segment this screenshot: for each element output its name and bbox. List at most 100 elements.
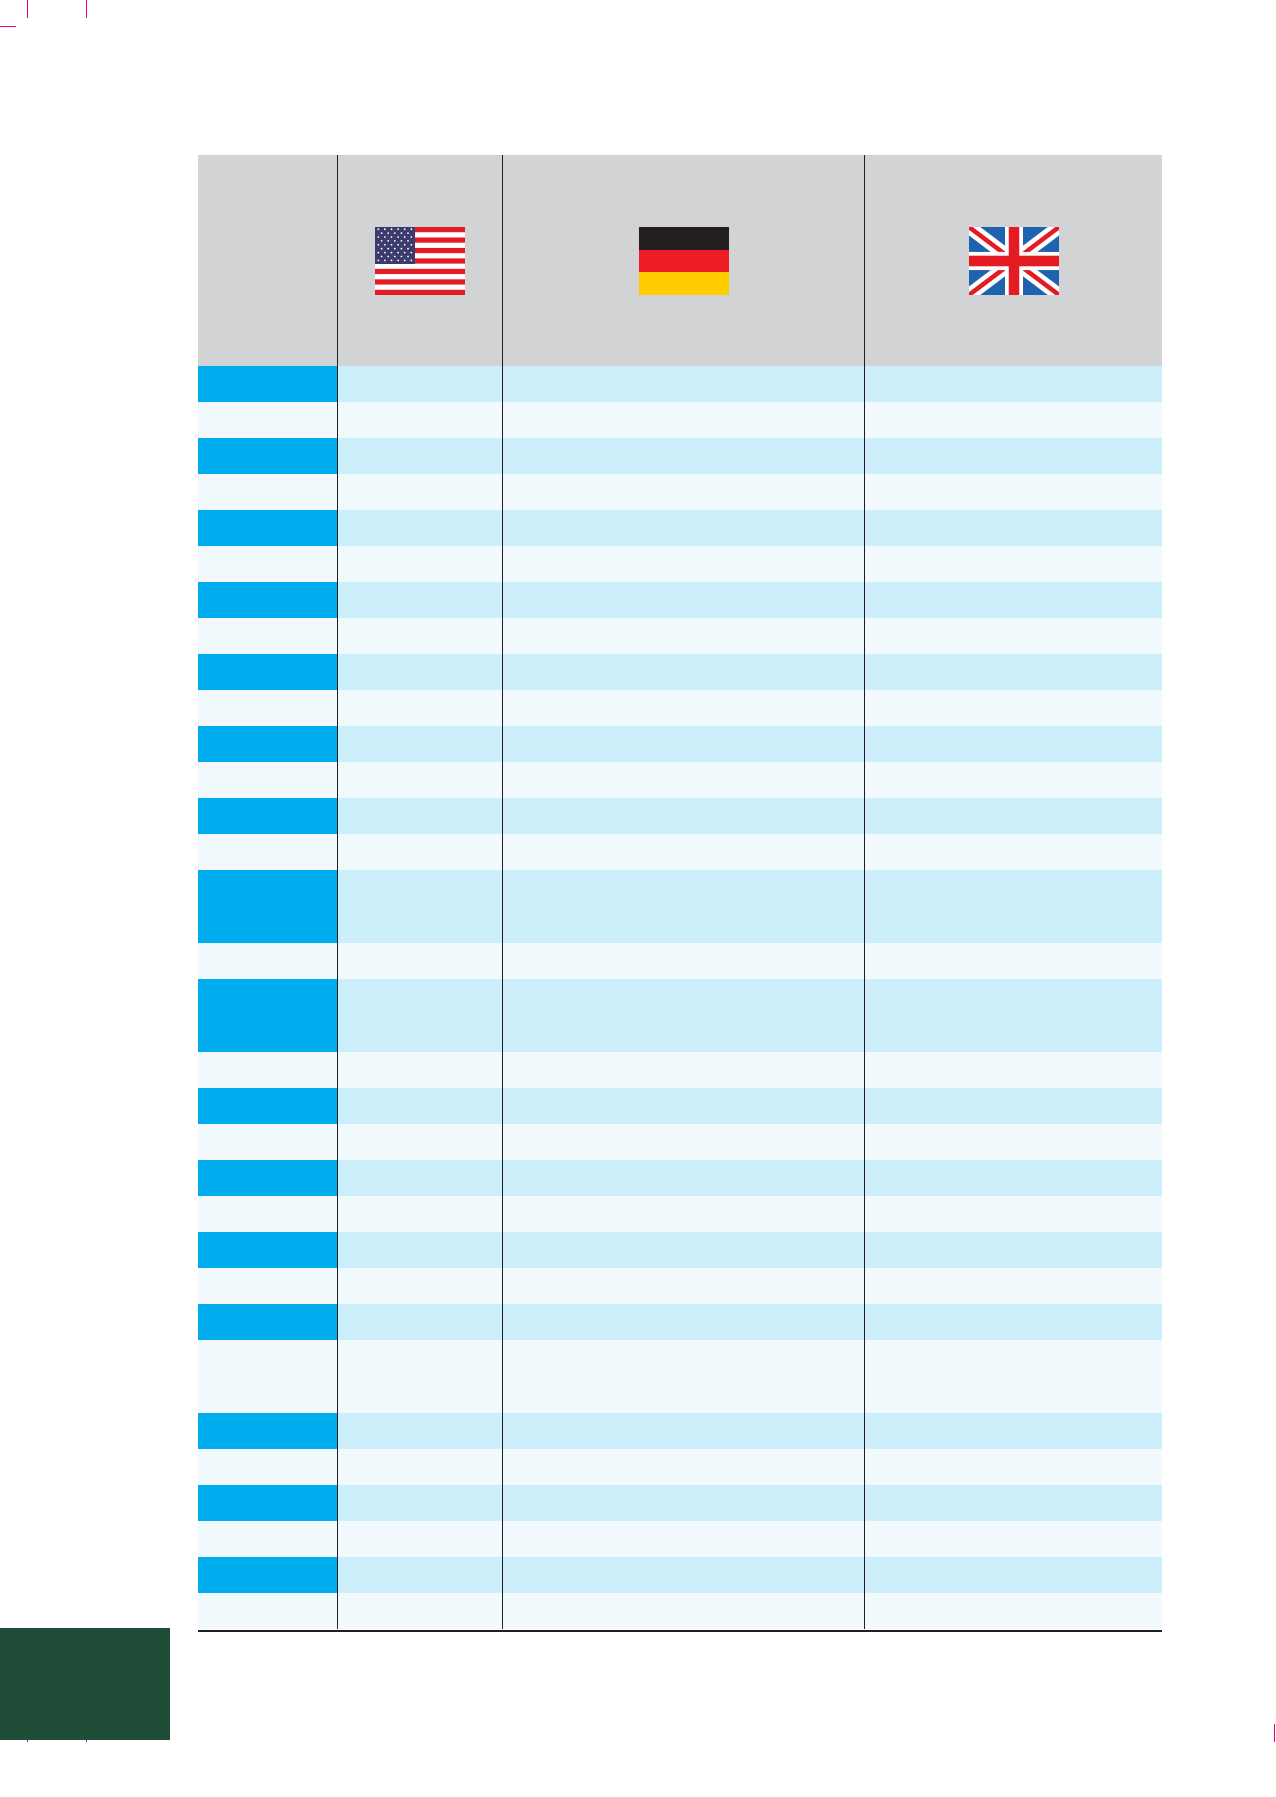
germany-cell <box>502 1124 864 1160</box>
uk-cell <box>864 1196 1162 1232</box>
uk-cell <box>864 402 1162 438</box>
germany-cell <box>502 1449 864 1485</box>
uk-cell <box>864 1232 1162 1268</box>
germany-cell <box>502 438 864 474</box>
row-label-cell <box>198 1196 337 1232</box>
uk-cell <box>864 1304 1162 1340</box>
germany-cell <box>502 1521 864 1557</box>
table-row <box>198 1593 1162 1629</box>
germany-cell <box>502 618 864 654</box>
usa-cell <box>337 798 502 834</box>
usa-cell <box>337 1340 502 1413</box>
table-row <box>198 582 1162 618</box>
usa-cell <box>337 654 502 690</box>
row-label-cell <box>198 1593 337 1629</box>
row-label-cell <box>198 690 337 726</box>
row-label-cell <box>198 979 337 1052</box>
germany-cell <box>502 510 864 546</box>
row-label-cell <box>198 834 337 870</box>
crop-mark <box>1274 1724 1275 1742</box>
usa-flag-icon <box>375 226 465 295</box>
table-row <box>198 474 1162 510</box>
germany-cell <box>502 1088 864 1124</box>
row-label-cell <box>198 1124 337 1160</box>
germany-cell <box>502 1557 864 1593</box>
usa-cell <box>337 690 502 726</box>
usa-cell <box>337 618 502 654</box>
table-row <box>198 618 1162 654</box>
usa-cell <box>337 762 502 798</box>
uk-cell <box>864 1340 1162 1413</box>
header-empty-cell <box>198 155 337 366</box>
uk-cell <box>864 438 1162 474</box>
germany-cell <box>502 582 864 618</box>
table-row <box>198 366 1162 402</box>
germany-cell <box>502 798 864 834</box>
uk-cell <box>864 546 1162 582</box>
table-row <box>198 1449 1162 1485</box>
usa-cell <box>337 402 502 438</box>
usa-cell <box>337 1304 502 1340</box>
row-label-cell <box>198 654 337 690</box>
crop-mark <box>86 0 87 18</box>
table-row <box>198 1557 1162 1593</box>
uk-cell <box>864 618 1162 654</box>
uk-cell <box>864 366 1162 402</box>
usa-cell <box>337 726 502 762</box>
table-row <box>198 690 1162 726</box>
germany-cell <box>502 690 864 726</box>
germany-cell <box>502 1304 864 1340</box>
row-label-cell <box>198 618 337 654</box>
table-row <box>198 654 1162 690</box>
table-row <box>198 943 1162 979</box>
header-uk <box>864 155 1162 366</box>
usa-cell <box>337 1557 502 1593</box>
germany-cell <box>502 726 864 762</box>
uk-cell <box>864 1593 1162 1629</box>
table-bottom-rule <box>198 1630 1162 1632</box>
uk-cell <box>864 510 1162 546</box>
table-body <box>198 366 1162 1629</box>
uk-cell <box>864 1521 1162 1557</box>
table-row <box>198 1052 1162 1088</box>
germany-cell <box>502 474 864 510</box>
uk-cell <box>864 834 1162 870</box>
uk-cell <box>864 762 1162 798</box>
uk-cell <box>864 474 1162 510</box>
usa-cell <box>337 582 502 618</box>
uk-cell <box>864 1557 1162 1593</box>
germany-cell <box>502 546 864 582</box>
row-label-cell <box>198 798 337 834</box>
row-label-cell <box>198 546 337 582</box>
usa-cell <box>337 1196 502 1232</box>
row-label-cell <box>198 870 337 943</box>
usa-cell <box>337 1593 502 1629</box>
row-label-cell <box>198 402 337 438</box>
comparison-table <box>198 155 1162 1629</box>
germany-cell <box>502 870 864 943</box>
usa-cell <box>337 1052 502 1088</box>
row-label-cell <box>198 510 337 546</box>
table-row <box>198 510 1162 546</box>
table-header <box>198 155 1162 366</box>
uk-cell <box>864 1268 1162 1304</box>
uk-cell <box>864 726 1162 762</box>
uk-cell <box>864 1160 1162 1196</box>
table-row <box>198 546 1162 582</box>
uk-cell <box>864 1485 1162 1521</box>
row-label-cell <box>198 1449 337 1485</box>
table-row <box>198 1196 1162 1232</box>
table-row <box>198 1485 1162 1521</box>
usa-cell <box>337 1160 502 1196</box>
usa-cell <box>337 474 502 510</box>
row-label-cell <box>198 1052 337 1088</box>
row-label-cell <box>198 1268 337 1304</box>
uk-cell <box>864 1088 1162 1124</box>
table-row <box>198 1340 1162 1413</box>
germany-cell <box>502 1593 864 1629</box>
table-row <box>198 834 1162 870</box>
row-label-cell <box>198 1340 337 1413</box>
usa-cell <box>337 1413 502 1449</box>
uk-flag-icon <box>968 226 1059 295</box>
germany-cell <box>502 1268 864 1304</box>
